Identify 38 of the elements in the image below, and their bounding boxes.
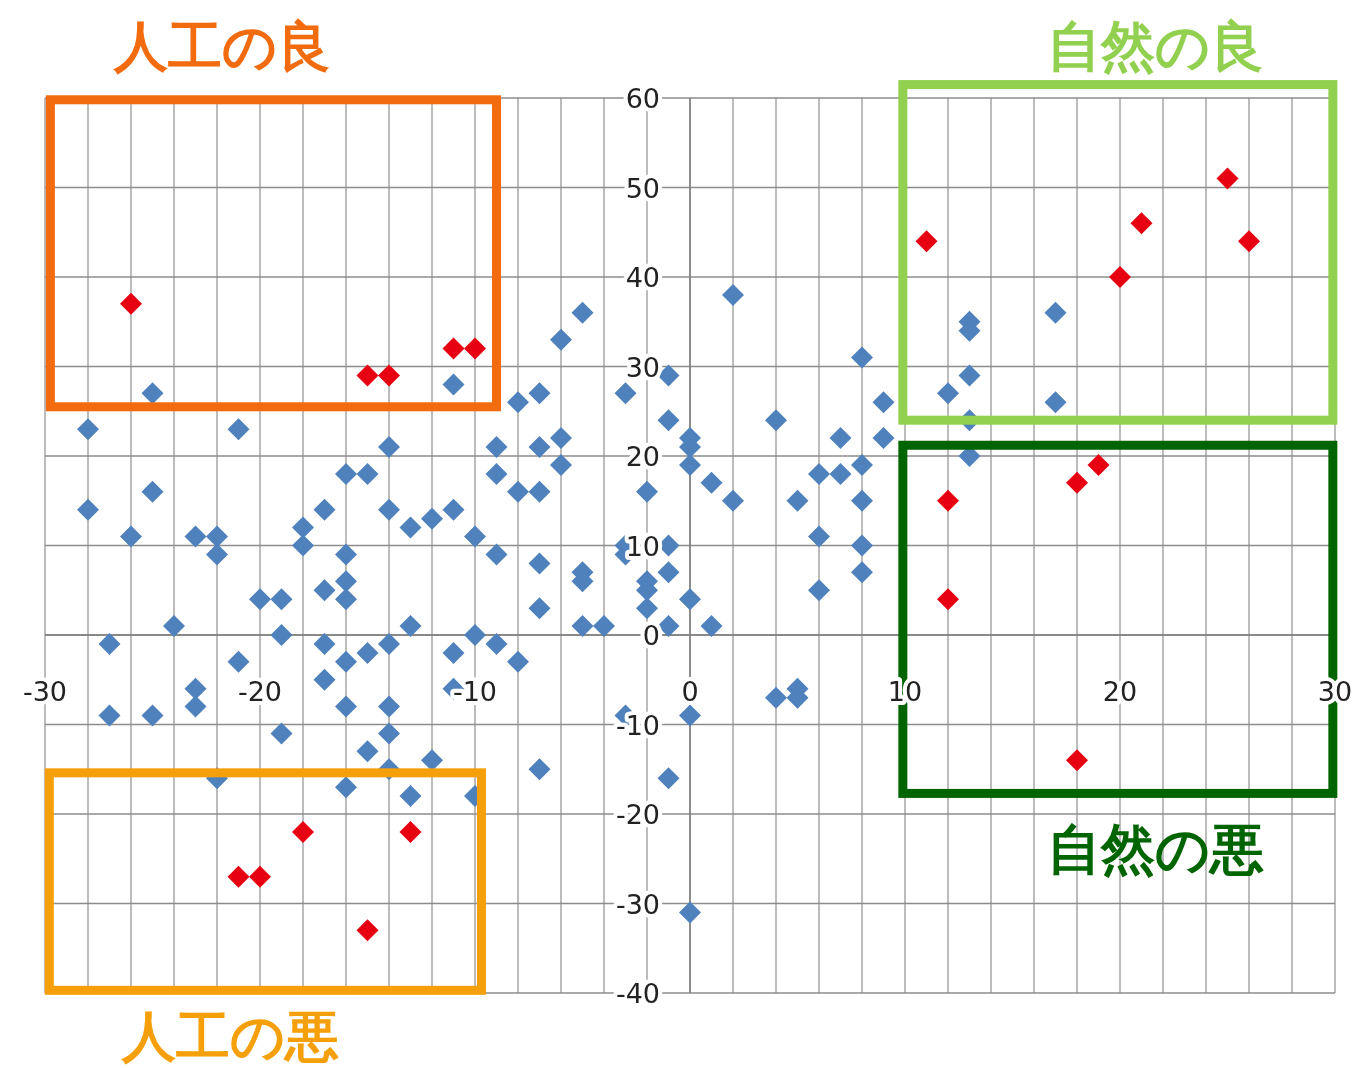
point (249, 865, 271, 888)
point (442, 337, 465, 360)
point (937, 489, 959, 512)
y-tick-label: 0 (642, 620, 660, 651)
point (292, 820, 314, 843)
y-tick-label: -10 (615, 709, 660, 741)
point (399, 820, 422, 843)
y-tick-label: -40 (615, 978, 660, 1009)
text: 人工の悪 (120, 1005, 339, 1068)
point (1238, 230, 1260, 253)
point (356, 919, 379, 942)
y-tick-label: -20 (615, 799, 660, 830)
y-tick-label: -30 (615, 888, 660, 920)
point (1066, 749, 1088, 772)
annotation: 自然の悪 (1046, 818, 1264, 881)
y-tick-label: 60 (625, 83, 660, 114)
point (1109, 266, 1131, 288)
text: 自然の良 (1046, 15, 1264, 78)
point (1130, 212, 1153, 235)
y-tick-label: 30 (625, 351, 660, 383)
x-tick-label: 0 (681, 676, 699, 707)
x-tick-label: -30 (22, 676, 68, 707)
x-tick-label: 20 (1102, 676, 1138, 707)
point (1216, 167, 1239, 190)
point (464, 337, 486, 360)
point (227, 865, 250, 888)
point (937, 588, 959, 611)
y-tick-label: 50 (625, 172, 660, 204)
y-tick-label: 40 (625, 262, 660, 293)
point (1066, 471, 1088, 494)
point (120, 292, 142, 315)
text: 人工の良 (112, 15, 331, 78)
x-tick-label: -20 (237, 676, 283, 707)
point (378, 364, 400, 387)
y-tick-label: 20 (625, 441, 660, 472)
point (915, 230, 938, 253)
point (1087, 453, 1110, 476)
point (356, 364, 379, 387)
